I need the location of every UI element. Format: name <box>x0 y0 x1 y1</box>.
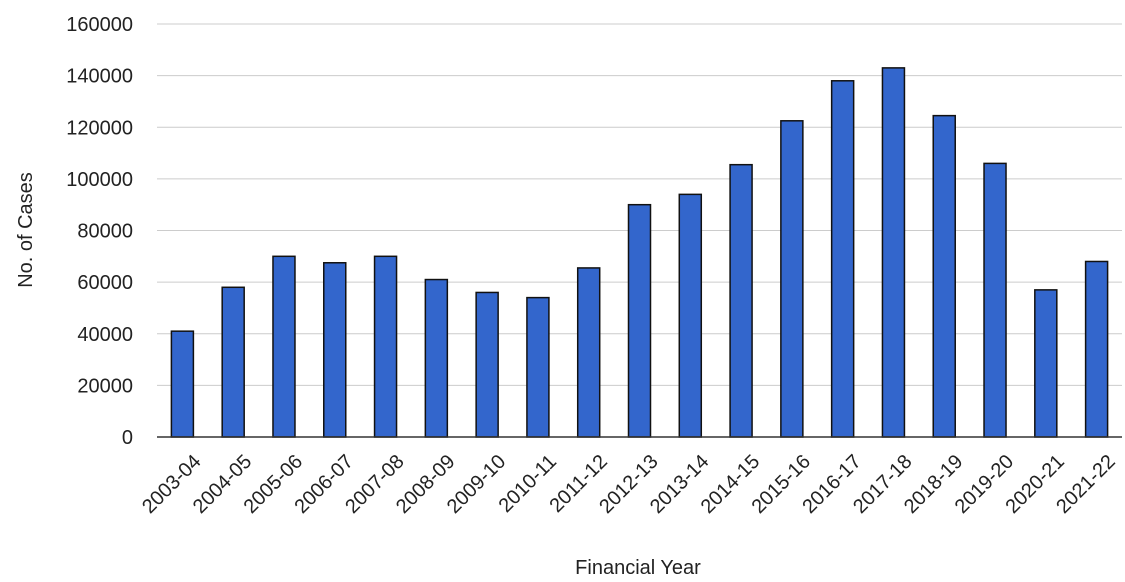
bar-2012-13 <box>627 203 652 438</box>
y-tick-label: 120000 <box>66 117 133 139</box>
bar-2005-06 <box>272 255 296 438</box>
bar-2019-20 <box>983 162 1007 438</box>
x-axis-title: Financial Year <box>575 557 701 579</box>
bar-2014-15 <box>729 163 753 438</box>
bar-2015-16 <box>780 120 804 438</box>
bar-2013-14 <box>678 193 703 438</box>
bar-2021-22 <box>1084 260 1109 438</box>
bar-2018-19 <box>932 114 956 438</box>
y-tick-label: 40000 <box>77 324 133 346</box>
bar-2008-09 <box>424 278 449 438</box>
y-tick-label: 100000 <box>66 169 133 191</box>
x-tick-labels: 2003-042004-052005-062006-072007-082008-… <box>138 451 1120 518</box>
bar-2020-21 <box>1034 289 1058 438</box>
y-tick-label: 140000 <box>66 66 133 88</box>
y-tick-label: 160000 <box>66 14 133 36</box>
bars <box>170 67 1109 438</box>
bar-2017-18 <box>881 67 906 438</box>
y-tick-label: 60000 <box>77 272 133 294</box>
y-tick-label: 20000 <box>77 375 133 397</box>
bar-2010-11 <box>526 296 550 438</box>
bar-2009-10 <box>475 291 499 438</box>
bar-2003-04 <box>170 330 195 438</box>
y-tick-label: 0 <box>122 427 133 449</box>
bar-2011-12 <box>576 267 601 438</box>
bar-2016-17 <box>830 80 855 438</box>
bar-2007-08 <box>373 255 398 438</box>
y-tick-labels: 0 20000 40000 60000 80000 100000 120000 140000 1… <box>66 14 133 449</box>
bar-2004-05 <box>221 286 245 438</box>
bar-2006-07 <box>323 262 347 438</box>
y-axis-title: No. of Cases <box>15 172 37 288</box>
y-tick-label: 80000 <box>77 221 133 243</box>
